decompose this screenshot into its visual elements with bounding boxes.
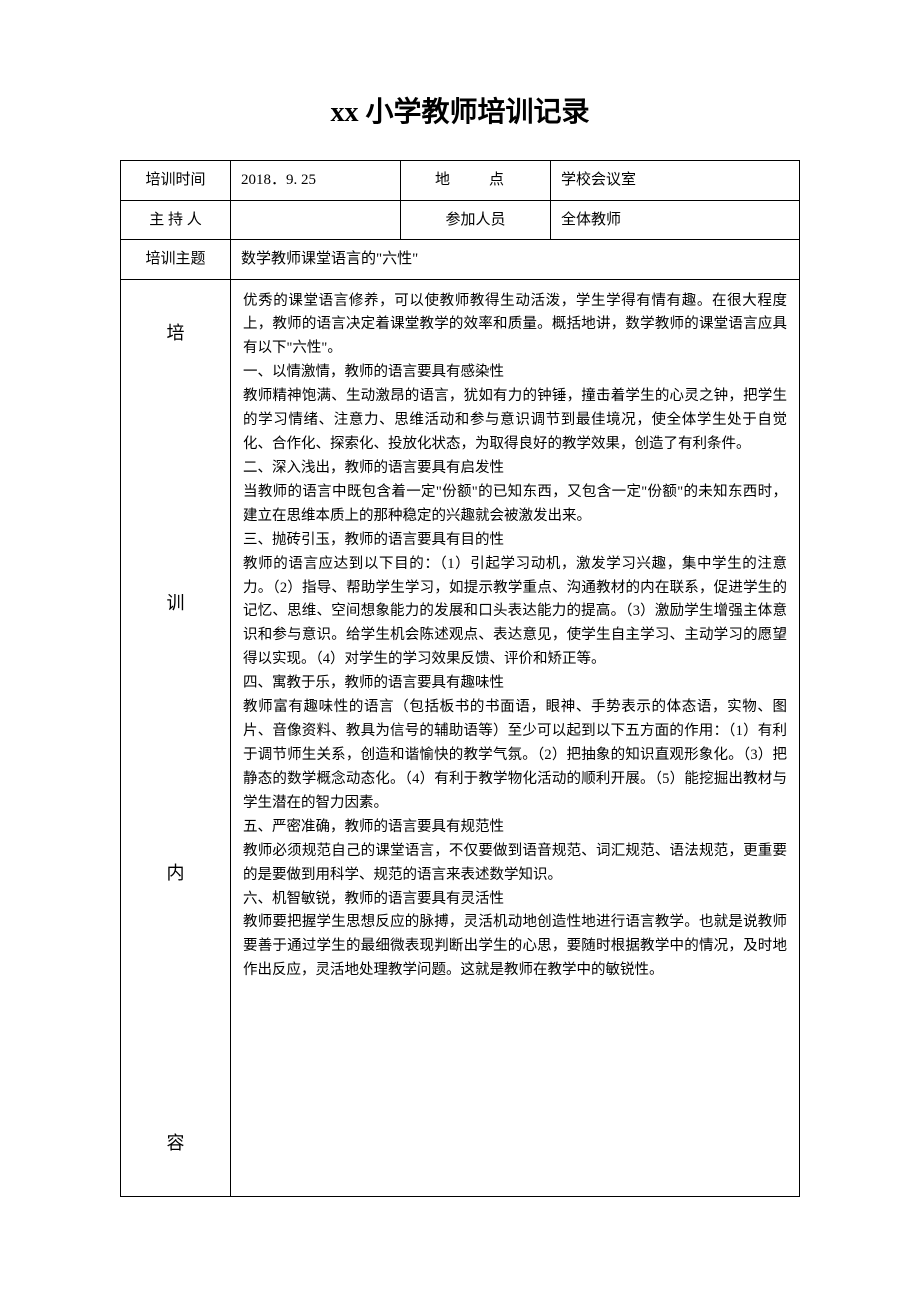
value-subject: 数学教师课堂语言的"六性" xyxy=(231,240,800,280)
row-host-attendees: 主 持 人 参加人员 全体教师 xyxy=(121,200,800,240)
label-host: 主 持 人 xyxy=(121,200,231,240)
label-subject: 培训主题 xyxy=(121,240,231,280)
label-location: 地 点 xyxy=(401,161,551,201)
label-time: 培训时间 xyxy=(121,161,231,201)
value-content: 优秀的课堂语言修养，可以使教师教得生动活泼，学生学得有情有趣。在很大程度上，教师… xyxy=(231,279,800,1196)
row-time-location: 培训时间 2018．9. 25 地 点 学校会议室 xyxy=(121,161,800,201)
row-content: 培 训 内 容 优秀的课堂语言修养，可以使教师教得生动活泼，学生学得有情有趣。在… xyxy=(121,279,800,1196)
label-attendees: 参加人员 xyxy=(401,200,551,240)
training-record-table: 培训时间 2018．9. 25 地 点 学校会议室 主 持 人 参加人员 全体教… xyxy=(120,160,800,1197)
page-title: xx 小学教师培训记录 xyxy=(120,90,800,130)
row-subject: 培训主题 数学教师课堂语言的"六性" xyxy=(121,240,800,280)
value-host xyxy=(231,200,401,240)
value-attendees: 全体教师 xyxy=(551,200,800,240)
label-content: 培 训 内 容 xyxy=(121,279,231,1196)
value-location: 学校会议室 xyxy=(551,161,800,201)
value-time: 2018．9. 25 xyxy=(231,161,401,201)
